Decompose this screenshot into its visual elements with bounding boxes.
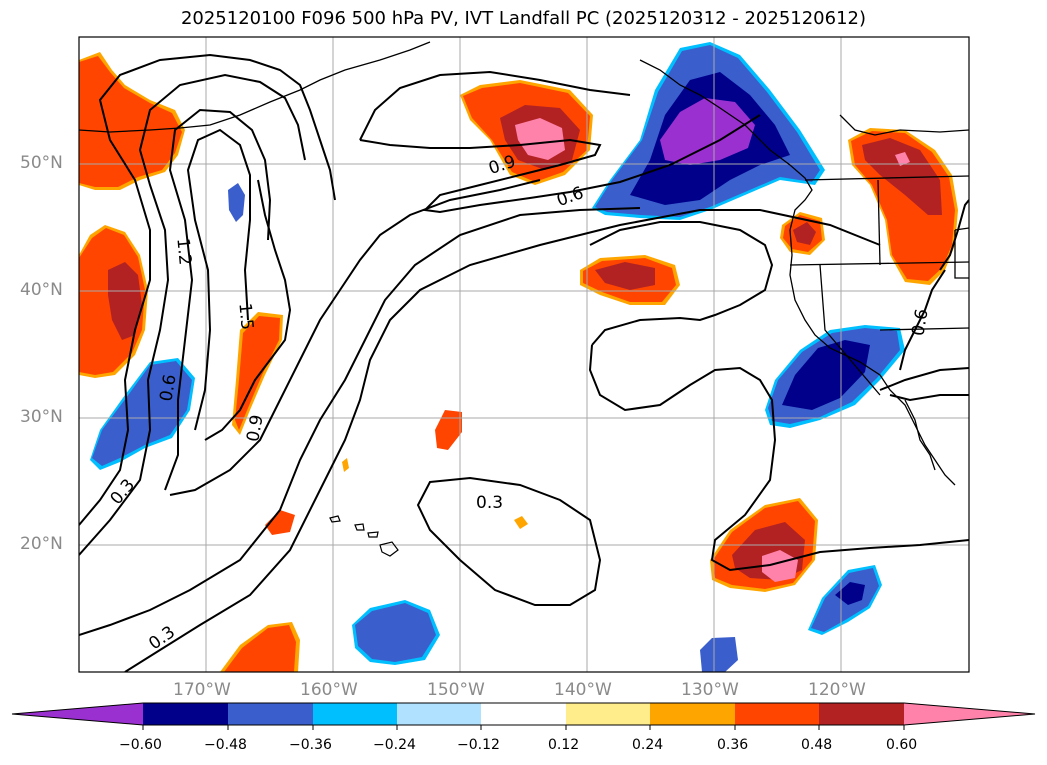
lon-tick-label: 120°W [808, 680, 866, 700]
anomaly-negative-california [765, 325, 905, 428]
map-frame [78, 36, 970, 673]
colorbar-swatch [313, 703, 397, 725]
anomaly-positive-small-3 [342, 458, 349, 472]
colorbar-tick-label: 0.48 [801, 737, 833, 753]
lat-tick-label: 40°N [20, 280, 63, 300]
colorbar-swatch [819, 703, 904, 725]
figure-title: 2025120100 F096 500 hPa PV, IVT Landfall… [180, 8, 867, 29]
colorbar-swatch [481, 703, 566, 725]
colorbar-extend-low [12, 703, 143, 725]
contour-labels: 1.2 1.5 0.9 0.6 0.3 0.9 0.6 0.3 0.3 0.6 [106, 152, 932, 655]
colorbar-swatch [566, 703, 650, 725]
hawaii-islands [329, 515, 399, 557]
colorbar-swatch [397, 703, 481, 725]
colorbar-tick-label: 0.12 [548, 737, 580, 753]
colorbar-tick-label: −0.60 [119, 737, 162, 753]
colorbar-tick-label: 0.36 [717, 737, 749, 753]
anomaly-positive-small-4 [514, 516, 528, 529]
colorbar-tick-label: −0.12 [457, 737, 500, 753]
anomaly-negative-south-2 [700, 637, 738, 672]
anomaly-positive-north-central [460, 80, 593, 185]
anomaly-positive-west [79, 225, 148, 378]
colorbar [11, 702, 1036, 730]
anomaly-positive-streak [232, 312, 283, 435]
anomaly-negative-small-1 [228, 183, 245, 222]
contour-label: 1.2 [172, 237, 194, 266]
lon-tick-label: 140°W [554, 680, 612, 700]
anomaly-positive-small-1 [265, 510, 295, 535]
lat-tick-label: 20°N [20, 534, 63, 554]
map-content [79, 37, 969, 672]
lon-tick-label: 150°W [427, 680, 485, 700]
anomaly-negative-south-1 [352, 600, 440, 665]
colorbar-ticks [142, 725, 905, 730]
anomaly-positive-small-2 [435, 410, 462, 450]
lon-tick-label: 170°W [173, 680, 231, 700]
colorbar-tick-label: 0.24 [632, 737, 664, 753]
contour-label: 0.6 [908, 307, 932, 337]
colorbar-tick-label: −0.36 [289, 737, 332, 753]
anomaly-positive-interior [848, 128, 958, 285]
contour-label: 0.3 [476, 493, 503, 513]
anomaly-positive-nw [79, 52, 185, 190]
pv-contours [79, 53, 969, 672]
contour-label: 1.5 [234, 302, 256, 331]
lon-tick-label: 130°W [681, 680, 739, 700]
lon-tick-label: 160°W [300, 680, 358, 700]
anomaly-negative-west [90, 358, 195, 470]
anomaly-negative-southeast [808, 565, 882, 635]
contour-label: 0.9 [243, 413, 267, 443]
colorbar-tick-label: −0.48 [204, 737, 247, 753]
colorbar-tick-label: 0.60 [886, 737, 918, 753]
colorbar-swatch [735, 703, 819, 725]
colorbar-swatch [143, 703, 228, 725]
lat-tick-label: 30°N [20, 407, 63, 427]
anomaly-positive-south [220, 622, 300, 672]
colorbar-swatch [228, 703, 313, 725]
coastlines [79, 41, 969, 486]
lat-tick-label: 50°N [20, 153, 63, 173]
anomaly-negative-northwest-coast [592, 42, 825, 220]
contour-label: 0.6 [156, 373, 180, 403]
colorbar-swatch [650, 703, 735, 725]
graticule [79, 37, 969, 672]
colorbar-tick-label: −0.24 [373, 737, 416, 753]
colorbar-extend-high [904, 703, 1035, 725]
